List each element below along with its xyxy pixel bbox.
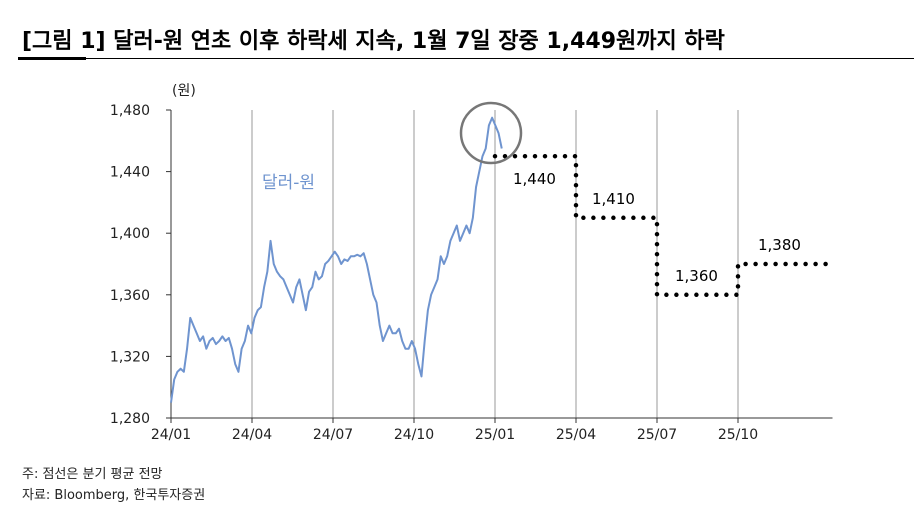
series: 1,440 1,410 1,360 1,380 xyxy=(170,116,835,403)
series-label: 달러-원 xyxy=(262,173,315,193)
x-tick-label: 24/10 xyxy=(394,427,434,443)
actual-line xyxy=(170,116,503,403)
x-tick-label: 25/01 xyxy=(475,427,515,443)
axes: 24/01 24/04 24/07 24/10 25/01 25/04 25/07 25/10… xyxy=(110,103,833,443)
y-tick-label: 1,320 xyxy=(110,349,150,365)
peak-annotation-circle xyxy=(459,101,523,165)
y-tick-label: 1,360 xyxy=(110,288,150,304)
x-tick-label: 25/10 xyxy=(718,427,758,443)
y-tick-label: 1,480 xyxy=(110,103,150,119)
forecast-label: 1,380 xyxy=(758,236,801,254)
y-tick-label: 1,280 xyxy=(110,411,150,427)
footnote: 주: 점선은 분기 평균 전망 xyxy=(22,467,163,482)
source: 자료: Bloomberg, 한국투자증권 xyxy=(22,488,205,503)
forecast-label: 1,440 xyxy=(513,170,556,188)
chart-title: [그림 1] 달러-원 연초 이후 하락세 지속, 1월 7일 장중 1,449… xyxy=(22,29,725,54)
forecast-label: 1,360 xyxy=(675,267,718,285)
title-underline xyxy=(86,58,914,59)
x-tick-label: 24/04 xyxy=(232,427,272,443)
title-underline-thick xyxy=(18,57,86,60)
x-tick-label: 24/07 xyxy=(313,427,353,443)
x-tick-label: 25/04 xyxy=(556,427,596,443)
x-tick-label: 25/07 xyxy=(637,427,677,443)
y-tick-label: 1,400 xyxy=(110,226,150,242)
x-tick-label: 24/01 xyxy=(151,427,191,443)
y-unit-label: (원) xyxy=(172,83,196,99)
forecast-label: 1,410 xyxy=(592,190,635,208)
y-tick-label: 1,440 xyxy=(110,165,150,181)
forecast-line xyxy=(492,153,835,298)
